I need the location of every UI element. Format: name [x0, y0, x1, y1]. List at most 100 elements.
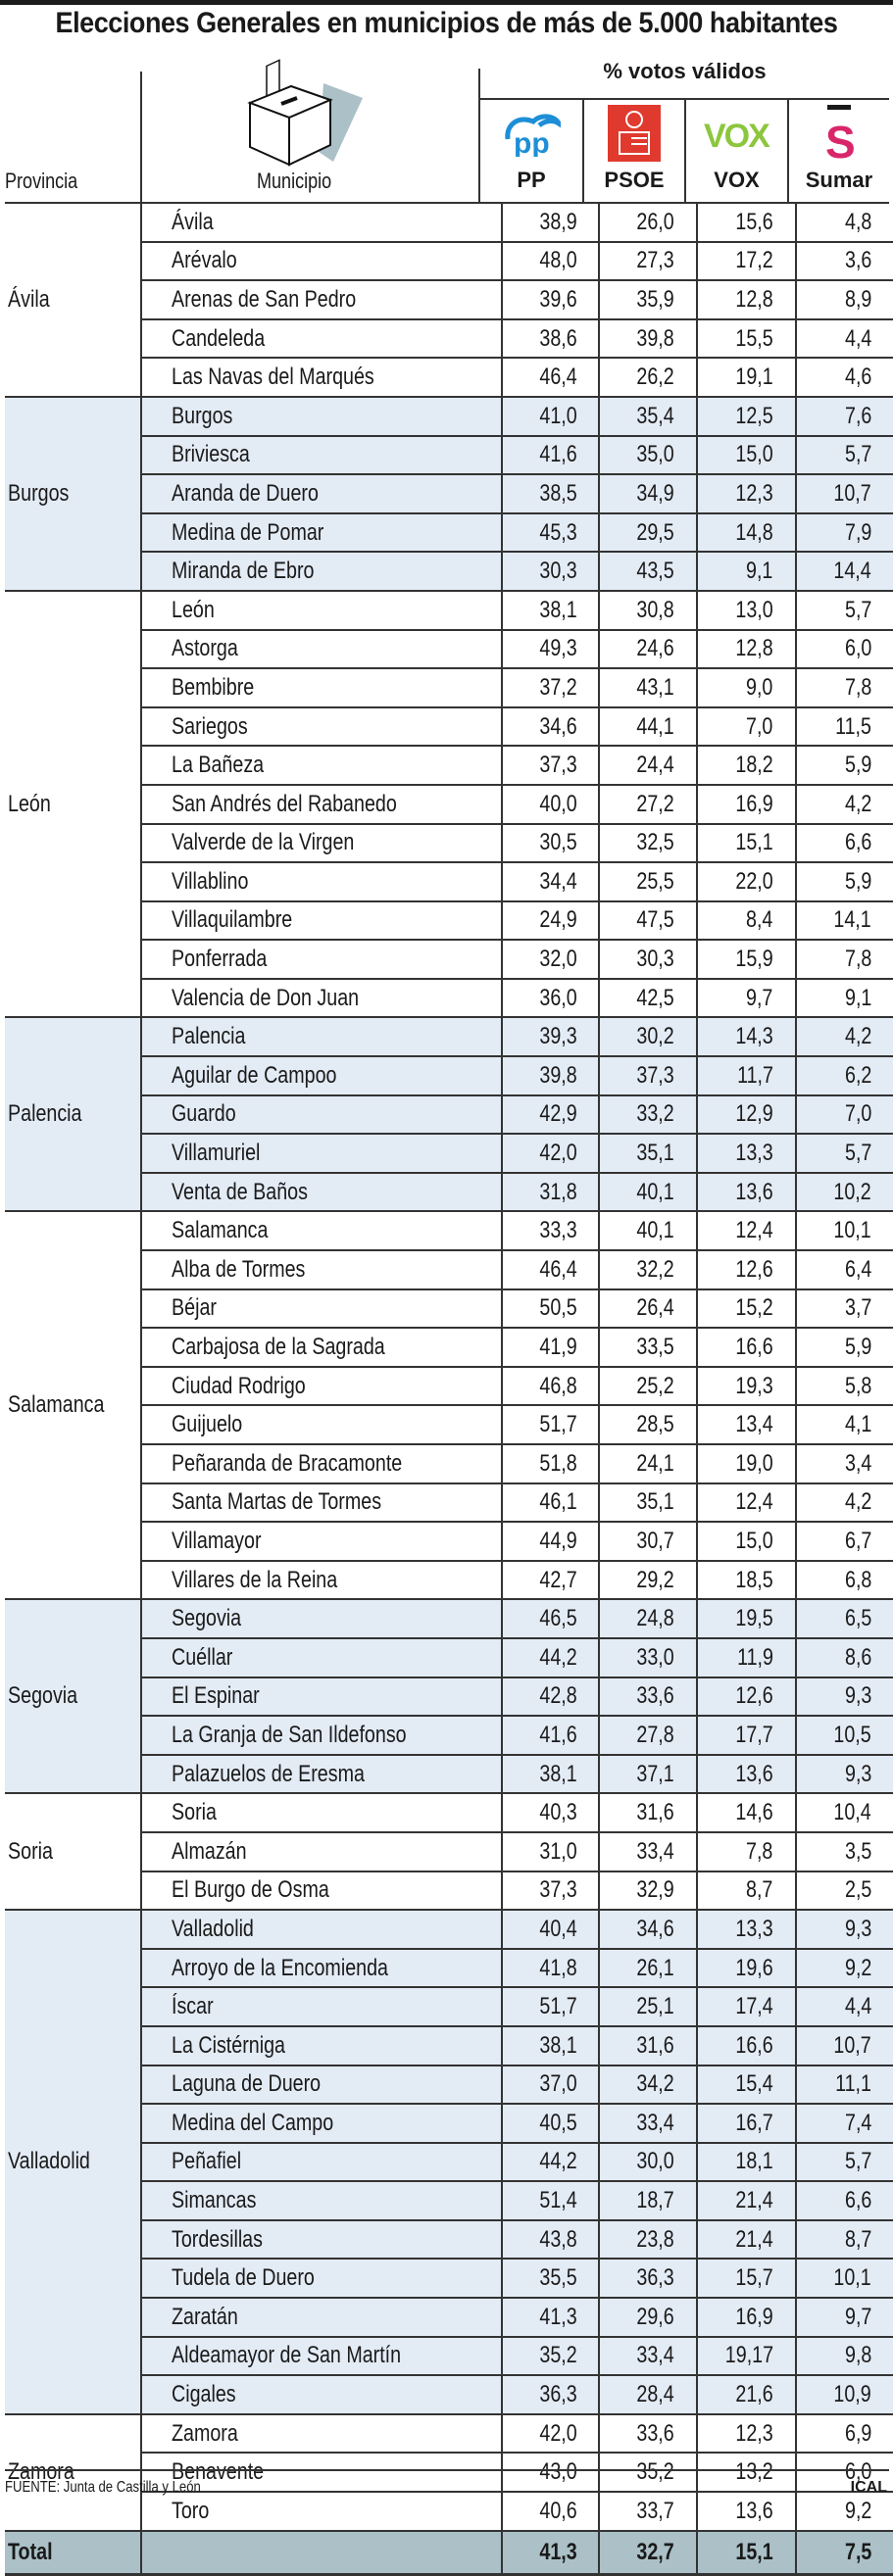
- table-row: Aguilar de Campoo 39,8 37,3 11,7 6,2: [5, 1056, 893, 1096]
- psoe-value-cell: 33,2: [599, 1094, 698, 1136]
- pp-value-cell: 33,3: [502, 1211, 601, 1252]
- table-row: Simancas 51,4 18,7 21,4 6,6: [5, 2181, 893, 2221]
- municipio-cell: Ávila: [141, 204, 504, 243]
- vox-value-cell: 13,0: [696, 590, 797, 631]
- municipio-cell: Palazuelos de Eresma: [141, 1754, 504, 1795]
- vox-value-cell: 16,9: [696, 784, 797, 825]
- vox-value-cell: 12,8: [696, 629, 797, 670]
- sumar-value-cell: 6,6: [795, 2181, 893, 2221]
- psoe-value-cell: 39,8: [599, 318, 698, 360]
- psoe-value-cell: 33,7: [599, 2492, 698, 2532]
- vox-value-cell: 15,6: [696, 204, 797, 243]
- pp-value-cell: 31,0: [502, 1831, 601, 1872]
- psoe-value-cell: 28,4: [599, 2375, 698, 2415]
- sumar-value-cell: 5,9: [795, 1328, 893, 1368]
- table-row: Arenas de San Pedro 39,6 35,9 12,8 8,9: [5, 280, 893, 320]
- municipio-cell: Zamora: [141, 2413, 504, 2454]
- pp-value-cell: 42,8: [502, 1677, 601, 1718]
- vox-value-cell: 14,3: [696, 1017, 797, 1058]
- vox-value-cell: 19,3: [696, 1366, 797, 1407]
- pp-value-cell: 51,4: [502, 2181, 601, 2221]
- sumar-value-cell: 4,2: [795, 1017, 893, 1058]
- vox-value-cell: 15,0: [696, 1522, 797, 1562]
- sumar-value-cell: 4,1: [795, 1405, 893, 1445]
- pp-value-cell: 38,1: [502, 590, 601, 631]
- psoe-value-cell: 35,4: [599, 396, 698, 437]
- sumar-value-cell: 8,7: [795, 2219, 893, 2260]
- sumar-value-cell: 4,6: [795, 358, 893, 398]
- sumar-value-cell: 10,7: [795, 474, 893, 514]
- psoe-value-cell: 34,9: [599, 474, 698, 514]
- vox-value-cell: 19,6: [696, 1948, 797, 1989]
- psoe-value-cell: 27,2: [599, 784, 698, 825]
- sumar-value-cell: 5,7: [795, 590, 893, 631]
- sumar-value-cell: 7,8: [795, 668, 893, 708]
- table-row: San Andrés del Rabanedo 40,0 27,2 16,9 4,2: [5, 784, 893, 825]
- psoe-value-cell: 29,5: [599, 512, 698, 554]
- psoe-value-cell: 30,2: [599, 1017, 698, 1058]
- municipio-cell: La Bañeza: [141, 746, 504, 786]
- provincia-cell: Salamanca: [5, 1211, 143, 1601]
- total-row: Total 41,3 32,7 15,1 7,5: [5, 2530, 893, 2576]
- vox-value-cell: 18,5: [696, 1560, 797, 1601]
- municipio-cell: Cuéllar: [141, 1637, 504, 1678]
- province-group: Palencia Palencia 39,3 30,2 14,3 4,2 Aguilar d…: [5, 1017, 893, 1213]
- sumar-value-cell: 4,2: [795, 1482, 893, 1524]
- table-row: Villaquilambre 24,9 47,5 8,4 14,1: [5, 900, 893, 942]
- vox-value-cell: 12,3: [696, 2413, 797, 2454]
- pp-value-cell: 38,9: [502, 204, 601, 243]
- vox-value-cell: 12,6: [696, 1250, 797, 1290]
- municipio-cell: León: [141, 590, 504, 631]
- table-row: Aldeamayor de San Martín 35,2 33,4 19,17 9,8: [5, 2336, 893, 2377]
- municipio-cell: Alba de Tormes: [141, 1250, 504, 1290]
- pp-value-cell: 42,9: [502, 1094, 601, 1136]
- pp-value-cell: 38,1: [502, 2025, 601, 2066]
- pp-value-cell: 42,0: [502, 1134, 601, 1174]
- ballot-box-icon: [247, 59, 363, 167]
- sumar-value-cell: 14,4: [795, 552, 893, 592]
- vox-value-cell: 17,7: [696, 1716, 797, 1756]
- table-row: Aranda de Duero 38,5 34,9 12,3 10,7: [5, 474, 893, 514]
- sumar-value-cell: 10,2: [795, 1172, 893, 1213]
- vox-value-cell: 17,2: [696, 241, 797, 282]
- sumar-value-cell: 6,7: [795, 1522, 893, 1562]
- municipio-cell: Santa Martas de Tormes: [141, 1482, 504, 1524]
- psoe-value-cell: 37,3: [599, 1056, 698, 1096]
- pp-value-cell: 51,8: [502, 1444, 601, 1484]
- psoe-value-cell: 33,0: [599, 1637, 698, 1678]
- pp-value-cell: 30,5: [502, 823, 601, 864]
- header-divider: [684, 99, 686, 204]
- psoe-value-cell: 35,9: [599, 280, 698, 320]
- vox-value-cell: 13,3: [696, 1910, 797, 1950]
- sumar-value-cell: 5,7: [795, 435, 893, 476]
- svg-text:VOX: VOX: [704, 118, 770, 153]
- sumar-value-cell: 4,2: [795, 784, 893, 825]
- table-row: Peñaranda de Bracamonte 51,8 24,1 19,0 3,4: [5, 1444, 893, 1484]
- pp-value-cell: 30,3: [502, 552, 601, 592]
- vox-value-cell: 11,9: [696, 1637, 797, 1678]
- municipio-cell: Sariegos: [141, 706, 504, 748]
- pp-value-cell: 31,8: [502, 1172, 601, 1213]
- table-row: Guardo 42,9 33,2 12,9 7,0: [5, 1094, 893, 1136]
- table-row: Medina del Campo 40,5 33,4 16,7 7,4: [5, 2104, 893, 2144]
- table-row: Zamora Zamora 42,0 33,6 12,3 6,9: [5, 2413, 893, 2532]
- psoe-value-cell: 43,1: [599, 668, 698, 708]
- municipio-cell: Las Navas del Marqués: [141, 358, 504, 398]
- provincia-cell: Burgos: [5, 396, 143, 592]
- pp-value-cell: 37,3: [502, 746, 601, 786]
- pp-value-cell: 32,0: [502, 940, 601, 980]
- party-header-psoe: PSOE: [584, 99, 684, 202]
- pp-value-cell: 40,3: [502, 1793, 601, 1833]
- psoe-value-cell: 24,1: [599, 1444, 698, 1484]
- municipio-cell: Tudela de Duero: [141, 2259, 504, 2300]
- psoe-value-cell: 26,1: [599, 1948, 698, 1989]
- sumar-value-cell: 6,0: [795, 629, 893, 670]
- pp-value-cell: 45,3: [502, 512, 601, 554]
- vox-value-cell: 13,3: [696, 1134, 797, 1174]
- municipio-cell: Guardo: [141, 1094, 504, 1136]
- vox-value-cell: 9,7: [696, 978, 797, 1019]
- header-divider: [787, 99, 789, 204]
- vox-value-cell: 16,7: [696, 2104, 797, 2144]
- psoe-value-cell: 32,9: [599, 1871, 698, 1912]
- provincia-cell: Soria: [5, 1793, 143, 1912]
